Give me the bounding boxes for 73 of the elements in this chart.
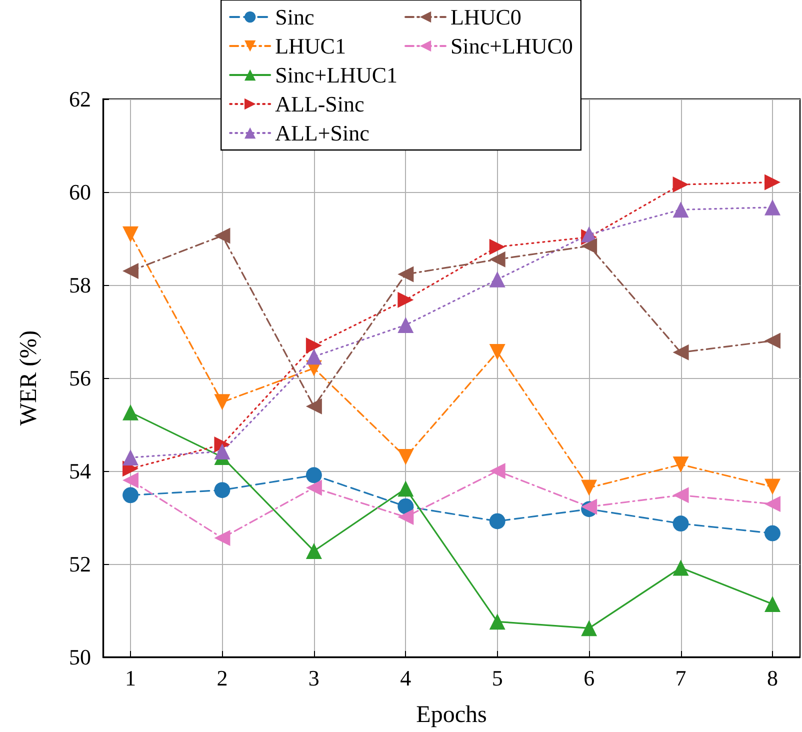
legend-label: Sinc+LHUC1 xyxy=(275,62,398,88)
x-tick-label: 2 xyxy=(216,666,228,690)
point xyxy=(306,467,322,484)
point xyxy=(489,344,506,360)
point xyxy=(122,226,139,242)
point xyxy=(672,560,689,576)
point xyxy=(672,344,689,360)
legend-label: LHUC1 xyxy=(275,34,346,58)
point xyxy=(398,509,414,526)
y-tick-label: 52 xyxy=(69,552,91,576)
y-tick-label: 62 xyxy=(69,86,91,112)
point xyxy=(122,263,139,280)
point xyxy=(489,614,506,630)
point xyxy=(672,456,689,472)
legend-label: Sinc xyxy=(275,4,314,30)
y-axis-title: WER (%) xyxy=(16,330,42,426)
legend-label: ALL-Sinc xyxy=(275,92,365,116)
point xyxy=(672,202,689,218)
point xyxy=(306,337,322,354)
point xyxy=(672,487,689,504)
point xyxy=(672,176,689,193)
point xyxy=(489,271,506,288)
legend-label: LHUC0 xyxy=(450,4,522,30)
point xyxy=(122,472,139,488)
point xyxy=(122,487,139,504)
x-tick-label: 3 xyxy=(308,666,320,690)
point xyxy=(764,332,780,349)
point xyxy=(398,316,414,333)
point xyxy=(122,450,139,466)
x-tick-label: 8 xyxy=(766,666,778,690)
legend-label: Sinc+LHUC0 xyxy=(450,34,573,58)
point xyxy=(581,620,598,636)
legend-label: ALL+Sinc xyxy=(275,120,370,146)
point xyxy=(581,480,598,496)
point xyxy=(214,394,230,410)
point xyxy=(214,482,230,498)
x-tick-label: 5 xyxy=(492,666,503,690)
point xyxy=(489,513,506,530)
point xyxy=(672,516,689,532)
y-tick-label: 54 xyxy=(69,458,91,484)
x-tick-label: 7 xyxy=(675,666,686,690)
point xyxy=(581,238,598,254)
point xyxy=(214,228,230,244)
point xyxy=(764,174,780,190)
point xyxy=(398,449,414,466)
y-tick-label: 60 xyxy=(69,180,91,204)
x-axis-title: Epochs xyxy=(416,702,487,728)
x-tick-label: 6 xyxy=(584,666,595,690)
point xyxy=(398,480,414,497)
point xyxy=(764,199,780,216)
point xyxy=(398,498,414,514)
y-tick-label: 58 xyxy=(69,272,91,298)
x-tick-label: 4 xyxy=(400,666,412,690)
point xyxy=(214,436,230,452)
point xyxy=(214,443,230,460)
point xyxy=(398,292,414,308)
point xyxy=(398,266,414,282)
x-tick-label: 1 xyxy=(125,666,136,690)
point xyxy=(306,542,322,559)
y-tick-label: 50 xyxy=(69,644,91,670)
point xyxy=(764,496,780,512)
point xyxy=(122,404,139,420)
point xyxy=(764,525,780,542)
point xyxy=(489,251,506,268)
point xyxy=(306,348,322,365)
point xyxy=(306,480,322,496)
y-tick-label: 56 xyxy=(69,366,91,390)
point xyxy=(764,596,780,612)
point xyxy=(214,530,230,546)
point xyxy=(489,463,506,479)
point xyxy=(489,238,506,255)
point xyxy=(306,398,322,414)
point xyxy=(764,478,780,495)
